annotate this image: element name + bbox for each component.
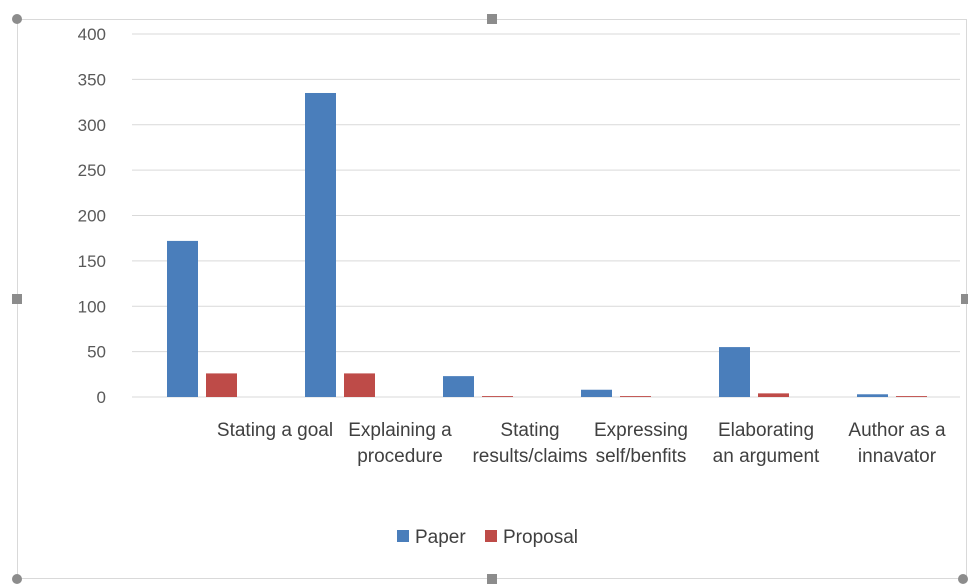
x-category-label: an argument xyxy=(713,446,820,467)
bar-proposal-4 xyxy=(758,393,789,397)
y-tick-label: 0 xyxy=(97,388,106,407)
y-tick-label: 50 xyxy=(87,343,106,362)
legend-label-proposal: Proposal xyxy=(503,527,578,548)
x-category-label: results/claims xyxy=(472,446,587,467)
legend-swatch-proposal xyxy=(485,530,497,542)
y-tick-label: 300 xyxy=(78,116,106,135)
x-category-label: Explaining a xyxy=(348,420,452,441)
bar-paper-5 xyxy=(857,394,888,397)
x-category-label: Elaborating xyxy=(718,420,814,441)
x-category-label: Stating a goal xyxy=(217,420,333,441)
x-category-label: Expressing xyxy=(594,420,688,441)
legend-swatch-paper xyxy=(397,530,409,542)
resize-handle-bottom-right[interactable] xyxy=(958,574,968,584)
x-category-label: self/benfits xyxy=(596,446,687,467)
bar-paper-3 xyxy=(581,389,612,397)
y-tick-label: 400 xyxy=(78,25,106,44)
bars xyxy=(167,92,927,398)
bar-paper-2 xyxy=(443,376,474,397)
resize-handle-bottom-left[interactable] xyxy=(12,574,22,584)
y-axis: 0 50 100 150 200 250 300 350 400 xyxy=(78,25,106,407)
bar-proposal-0 xyxy=(206,373,237,397)
x-category-label: Author as a xyxy=(848,420,946,441)
y-tick-label: 200 xyxy=(78,207,106,226)
y-tick-label: 250 xyxy=(78,161,106,180)
gridlines xyxy=(132,33,960,398)
legend-label-paper: Paper xyxy=(415,527,466,548)
bar-paper-4 xyxy=(719,347,750,397)
bar-proposal-5 xyxy=(896,396,927,397)
bar-paper-0 xyxy=(167,240,198,397)
resize-handle-bottom-middle[interactable] xyxy=(487,574,497,584)
resize-handle-top-middle[interactable] xyxy=(487,14,497,24)
bar-paper-1 xyxy=(305,92,336,398)
resize-handle-left-middle[interactable] xyxy=(12,294,22,304)
y-tick-label: 150 xyxy=(78,252,106,271)
resize-handle-right-middle[interactable] xyxy=(961,294,968,304)
y-tick-label: 350 xyxy=(78,70,106,89)
x-category-label: procedure xyxy=(357,446,443,467)
bar-proposal-3 xyxy=(620,396,651,397)
bar-proposal-2 xyxy=(482,396,513,397)
x-category-label: innavator xyxy=(858,446,937,467)
x-category-label: Stating xyxy=(500,420,559,441)
resize-handle-top-left[interactable] xyxy=(12,14,22,24)
legend: Paper Proposal xyxy=(397,527,578,548)
bar-proposal-1 xyxy=(344,373,375,397)
x-axis: Stating a goal Explaining a procedure Stati… xyxy=(217,420,946,467)
y-tick-label: 100 xyxy=(78,297,106,316)
